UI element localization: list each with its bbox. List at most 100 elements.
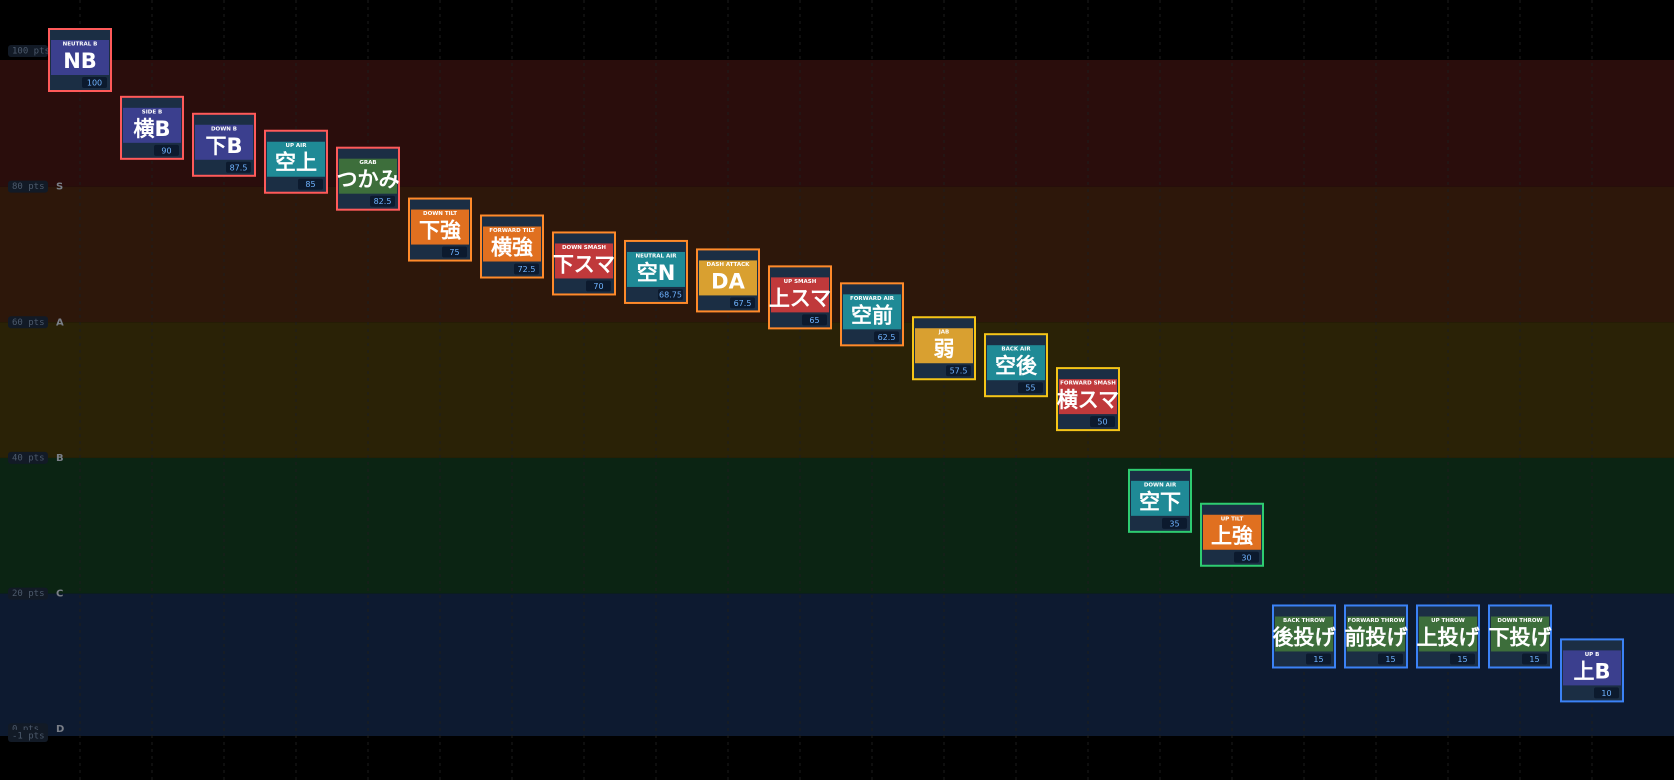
move-label: つかみ xyxy=(337,168,400,192)
move-card: SIDE B 横B 90 xyxy=(120,95,184,160)
tier-band xyxy=(0,186,1674,323)
move-name: SIDE B xyxy=(142,109,162,115)
value-label: 55 xyxy=(1025,384,1035,393)
badge xyxy=(1090,416,1115,428)
value-label: 72.5 xyxy=(518,265,536,274)
move-label: 空前 xyxy=(851,303,893,327)
move-label: 前投げ xyxy=(1345,625,1409,649)
move-card: DOWN TILT 下強 75 xyxy=(408,197,472,262)
value-label: 15 xyxy=(1385,655,1395,664)
move-card: UP AIR 空上 85 xyxy=(264,129,328,194)
move-label: 下投げ xyxy=(1489,625,1553,649)
tier-label: B xyxy=(56,453,64,464)
value-label: 70 xyxy=(593,282,603,291)
value-label: 15 xyxy=(1457,655,1467,664)
move-name: DOWN B xyxy=(211,126,237,132)
tier-label: C xyxy=(56,589,63,600)
card-body xyxy=(411,209,469,245)
value-label: 100 xyxy=(87,79,102,88)
tick-pill xyxy=(8,587,48,600)
badge xyxy=(514,263,539,275)
badge xyxy=(1522,653,1547,665)
move-label: 横B xyxy=(133,117,170,141)
badge xyxy=(370,195,395,207)
tick-pill xyxy=(8,180,48,193)
badge xyxy=(730,297,755,309)
value-label: 10 xyxy=(1601,689,1611,698)
move-name: UP AIR xyxy=(286,143,308,149)
move-name: GRAB xyxy=(359,160,376,166)
value-label: 15 xyxy=(1529,655,1539,664)
tier-label: S xyxy=(56,182,63,193)
y-tick-label: 60 pts xyxy=(12,318,45,328)
badge xyxy=(1306,653,1331,665)
badge xyxy=(1234,551,1259,563)
move-name: DOWN THROW xyxy=(1497,618,1542,624)
value-label: 50 xyxy=(1097,418,1107,427)
card-body xyxy=(987,345,1045,381)
move-label: 上強 xyxy=(1211,524,1253,548)
badge xyxy=(1162,517,1187,529)
move-label: 下強 xyxy=(419,219,461,243)
card-body xyxy=(483,226,541,262)
badge xyxy=(226,161,251,173)
tier-band xyxy=(0,457,1674,594)
move-label: 空後 xyxy=(995,354,1038,378)
move-card: DOWN B 下B 87.5 xyxy=(192,112,256,177)
tick-pill xyxy=(8,45,48,57)
y-tick-label: 100 pts xyxy=(12,47,50,57)
value-label: 85 xyxy=(305,180,315,189)
card-body xyxy=(627,251,685,287)
move-name: BACK THROW xyxy=(1283,618,1325,624)
move-name: NEUTRAL B xyxy=(63,42,98,48)
card-body xyxy=(1131,480,1189,516)
move-card: DOWN AIR 空下 35 xyxy=(1128,468,1192,533)
tier-label: A xyxy=(56,317,64,328)
move-label: DA xyxy=(711,269,745,293)
move-label: 空上 xyxy=(275,151,317,175)
move-name: BACK AIR xyxy=(1001,347,1031,353)
move-label: 下スマ xyxy=(553,252,615,276)
move-card: NEUTRAL BNB 100 xyxy=(48,28,112,92)
move-label: 後投げ xyxy=(1273,625,1337,649)
value-label: 90 xyxy=(161,146,171,155)
card-body xyxy=(339,158,397,194)
tick-pill xyxy=(8,451,48,464)
value-label: 82.5 xyxy=(374,197,392,206)
move-name: JAB xyxy=(938,330,950,336)
y-tick-label: -1 pts xyxy=(12,732,45,742)
move-name: FORWARD TILT xyxy=(489,228,535,234)
card-body xyxy=(699,260,757,296)
tick-pill xyxy=(8,316,48,329)
move-label: 上投げ xyxy=(1417,625,1481,649)
y-tick-label: 40 pts xyxy=(12,453,45,463)
move-name: FORWARD AIR xyxy=(850,296,895,302)
move-card: UP B上B 10 xyxy=(1560,638,1624,703)
badge xyxy=(946,365,971,377)
value-label: 57.5 xyxy=(950,367,968,376)
move-card: NEUTRAL AIR 空N 68.75 xyxy=(624,239,688,304)
badge xyxy=(442,246,467,258)
value-label: 75 xyxy=(449,248,459,257)
tier-band xyxy=(0,322,1674,458)
badge xyxy=(586,280,611,292)
move-card: FORWARD TILT 横強 72.5 xyxy=(480,214,544,279)
card-body xyxy=(1275,616,1333,652)
value-label: 68.75 xyxy=(659,290,682,299)
badge xyxy=(1018,382,1043,394)
badge xyxy=(802,314,827,326)
card-body xyxy=(1203,514,1261,550)
move-name: DOWN SMASH xyxy=(562,245,606,251)
move-name: DOWN TILT xyxy=(423,211,457,217)
move-name: NEUTRAL AIR xyxy=(635,253,677,259)
y-tick-label: 80 pts xyxy=(12,182,45,192)
